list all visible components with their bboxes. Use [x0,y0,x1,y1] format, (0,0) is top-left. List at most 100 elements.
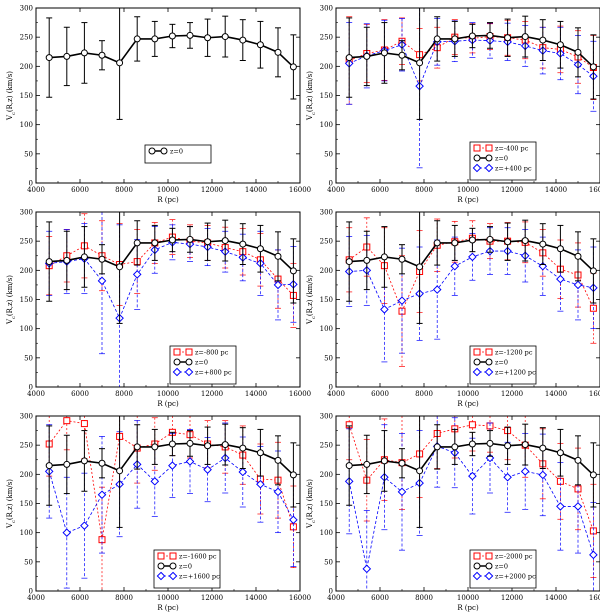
series-mid [45,8,297,120]
data-point [80,457,88,465]
data-point [574,252,582,260]
x-tick-label: 4000 [27,390,45,398]
data-point [416,263,424,271]
x-tick-label: 8000 [115,594,133,602]
x-axis-label: R (pc) [157,196,179,204]
legend-box [469,141,537,181]
data-point [80,49,88,57]
plot-area [344,8,598,169]
legend-marker [169,552,177,560]
legend-label: z=-800 pc [195,349,229,357]
x-axis-label: R (pc) [457,604,479,612]
x-tick-label: 8000 [115,390,133,398]
y-tick-label: 200 [320,471,333,479]
legend-marker [473,348,481,356]
x-tick-label: 6000 [371,186,389,194]
legend-marker [185,348,193,356]
data-point [468,421,476,429]
y-tick-label: 0 [29,384,33,392]
data-point [345,258,353,266]
x-tick-label: 6000 [371,594,389,602]
data-point [116,263,124,271]
data-point [504,34,512,42]
legend-marker [485,358,493,366]
y-tick-label: 200 [320,63,333,71]
chart-panel-2: 4000 6000 8000 10000 12000 14000 16000 0 50 100 15… [306,5,600,204]
y-tick-label: 50 [24,150,33,158]
data-point [521,33,529,41]
legend-marker [484,163,494,173]
data-point [398,459,406,467]
data-point [133,443,141,451]
data-point [380,49,388,57]
legend-marker [485,552,493,560]
plot-area [44,416,298,591]
x-tick-label: 8000 [415,186,433,194]
legend-box [469,549,537,589]
data-point [520,467,530,476]
legend-label: z=0 [179,563,192,571]
legend-label: z=+400 pc [495,165,532,173]
y-tick-label: 50 [324,150,333,158]
y-tick-label: 100 [20,529,33,537]
legend-marker [156,571,166,581]
x-tick-label: 10000 [457,390,479,398]
data-point [589,550,598,560]
data-point [238,467,248,477]
plot-frame [335,415,600,592]
y-tick-label: 200 [320,267,333,275]
data-point [398,51,406,59]
x-tick-label: 12000 [201,186,223,194]
legend-marker [169,562,177,570]
x-tick-label: 14000 [245,390,267,398]
x-axis-label: R (pc) [157,400,179,408]
legend-marker [173,348,181,356]
legend-marker [157,552,165,560]
legend-label: z=-1200 pc [495,349,533,357]
data-point [363,52,371,60]
y-tick-label: 250 [20,34,33,42]
legend: z=-1200 pc z=0 z=+1200 pc [469,345,537,385]
y-tick-label: 100 [320,121,333,129]
legend-marker [473,358,481,366]
data-point [116,59,124,67]
data-point [521,237,529,245]
data-point [256,41,264,49]
x-tick-label: 12000 [201,594,223,602]
x-tick-label: 4000 [327,186,345,194]
x-tick-label: 10000 [157,594,179,602]
legend-label: z=+1600 pc [179,573,220,581]
y-tick-label: 200 [20,267,33,275]
data-point [289,267,297,275]
legend-marker [485,562,493,570]
y-tick-label: 100 [20,325,33,333]
x-tick-label: 10000 [157,186,179,194]
series-mid [345,8,597,120]
legend: z=-800 pc z=0 z=+800 pc [169,345,237,385]
data-point [168,440,176,448]
legend-marker [185,358,193,366]
x-axis-label: R (pc) [157,604,179,612]
data-point [504,442,512,450]
legend-marker [473,552,481,560]
legend-marker [472,367,482,377]
x-tick-label: 14000 [245,186,267,194]
legend-label: z=0 [195,359,208,367]
data-point [80,253,88,261]
legend-marker [172,367,182,377]
data-point [239,444,247,452]
y-axis-label: Vc(R,z) (km/s) [306,479,317,529]
data-point [98,51,106,59]
data-point [589,267,597,275]
series-line [48,420,294,540]
data-point [556,502,565,511]
data-point [398,255,406,263]
data-point [468,252,477,262]
legend-marker [484,367,494,377]
data-point [273,280,283,290]
x-tick-label: 14000 [245,594,267,602]
x-tick-label: 4000 [27,594,45,602]
data-point [397,296,407,305]
plot-frame [35,211,301,388]
